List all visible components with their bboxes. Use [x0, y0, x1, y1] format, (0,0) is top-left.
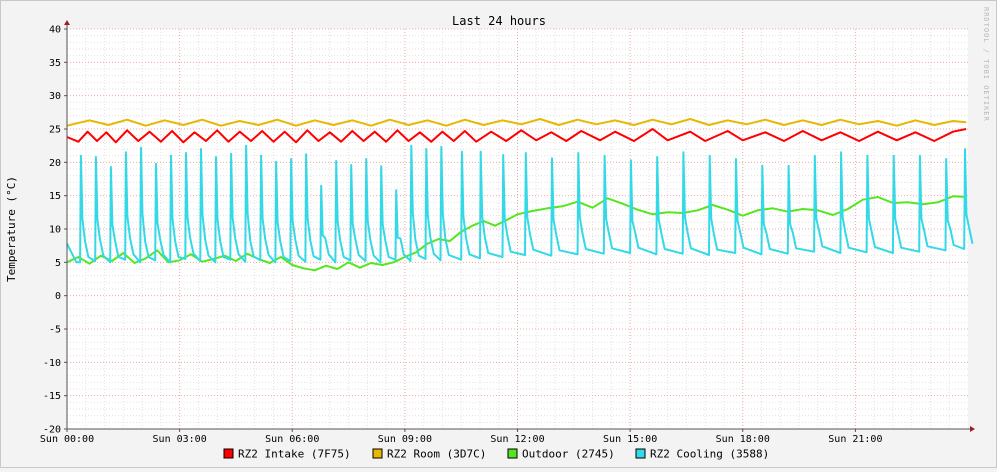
- grid: [66, 28, 968, 430]
- y-tick-label: 10: [49, 225, 61, 236]
- legend: RZ2 Intake (7F75) RZ2 Room (3D7C) Outdoor …: [223, 448, 769, 461]
- series-line-1: [66, 128, 967, 144]
- x-tick-label: Sun 12:00: [490, 434, 544, 445]
- y-tick-labels: 40 35 30 25 20 15 10 5 0 -5 -10 -15 -20: [43, 25, 61, 436]
- legend-label-2: RZ2 Room (3D7C): [387, 448, 486, 461]
- x-tick-label: Sun 09:00: [378, 434, 432, 445]
- y-tick-label: -5: [49, 325, 61, 336]
- y-tick-label: -20: [43, 425, 61, 436]
- legend-swatch-4: [635, 448, 646, 459]
- y-axis-label: Temperature (°C): [5, 176, 18, 282]
- x-tick-label: Sun 15:00: [603, 434, 657, 445]
- watermark: RRDTOOL / TOBI OETIKER: [982, 7, 990, 122]
- legend-label-4: RZ2 Cooling (3588): [650, 448, 769, 461]
- x-tick-label: Sun 00:00: [40, 434, 94, 445]
- y-axis-arrow: [64, 20, 70, 25]
- y-tick-label: 15: [49, 191, 61, 202]
- legend-label-3: Outdoor (2745): [522, 448, 615, 461]
- legend-swatch-1: [223, 448, 234, 459]
- chart-title: Last 24 hours: [452, 14, 546, 28]
- series-lines: [66, 118, 974, 272]
- y-tick-label: -15: [43, 391, 61, 402]
- y-tick-label: 30: [49, 91, 61, 102]
- legend-swatch-2: [372, 448, 383, 459]
- y-tick-label: 35: [49, 58, 61, 69]
- x-tick-labels: Sun 00:00 Sun 03:00 Sun 06:00 Sun 09:00 Sun …: [40, 434, 883, 445]
- x-axis-arrow: [970, 426, 975, 432]
- legend-label-1: RZ2 Intake (7F75): [238, 448, 351, 461]
- y-tick-label: 25: [49, 125, 61, 136]
- y-tick-label: 0: [55, 291, 61, 302]
- axes: [64, 20, 975, 432]
- y-tick-label: -10: [43, 358, 61, 369]
- x-tick-label: Sun 18:00: [716, 434, 770, 445]
- y-tick-label: 40: [49, 25, 61, 36]
- x-tick-label: Sun 06:00: [265, 434, 319, 445]
- series-line-2: [66, 118, 967, 127]
- series-line-4: [66, 144, 974, 264]
- y-tick-label: 5: [55, 258, 61, 269]
- x-tick-label: Sun 03:00: [153, 434, 207, 445]
- x-tick-label: Sun 21:00: [828, 434, 882, 445]
- legend-swatch-3: [507, 448, 518, 459]
- y-tick-label: 20: [49, 158, 61, 169]
